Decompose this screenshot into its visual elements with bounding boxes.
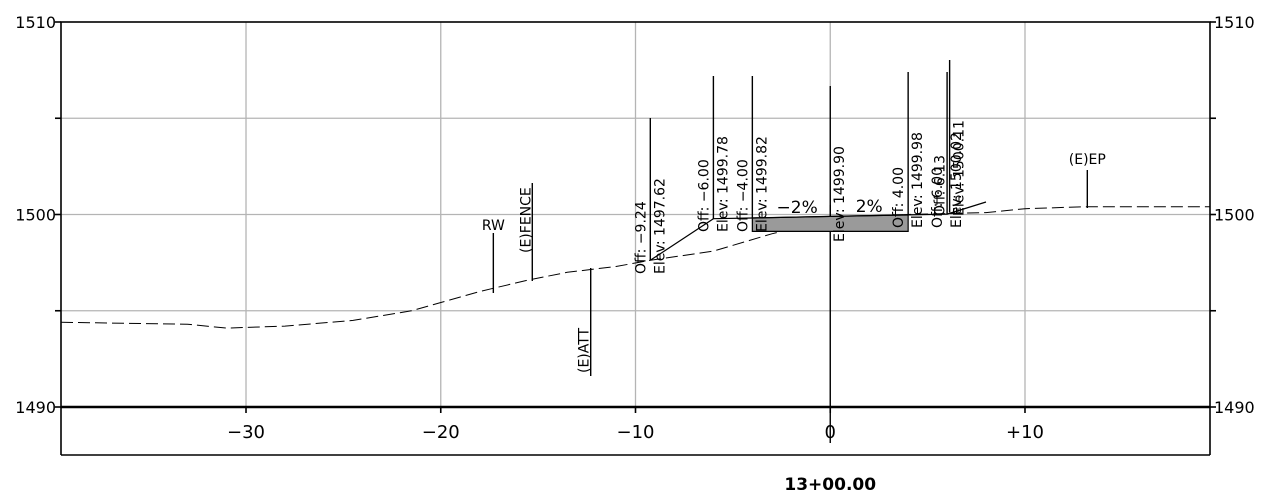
callout-elevation-text: Elev: 1500.11 xyxy=(952,120,968,216)
callout-elevation-text: Elev: 1499.78 xyxy=(715,136,731,232)
callout-elevation-text: Elev: 1499.90 xyxy=(832,146,848,242)
offset-label: 0 xyxy=(825,422,836,443)
callouts: Off: −9.24 Elev: 1497.62 Off: −6.00 Elev: 1… xyxy=(633,60,968,274)
callout-elevation-text: Elev: 1499.82 xyxy=(754,136,770,232)
offset-label: −10 xyxy=(617,422,655,443)
ep-label: (E)EP xyxy=(1069,152,1106,168)
elevation-label-right: 1500 xyxy=(1214,206,1255,225)
callout-offset-text: Off: −4.00 xyxy=(735,159,751,232)
callout-offset-text: Off: 4.00 xyxy=(891,167,907,228)
existing-ground xyxy=(60,206,1210,329)
frame xyxy=(55,21,1216,456)
elevation-label-right: 1490 xyxy=(1214,398,1255,417)
att-label: (E)ATT xyxy=(577,327,593,373)
rw-label: RW xyxy=(482,218,505,234)
elevation-label-left: 1490 xyxy=(15,398,56,417)
offset-label: +10 xyxy=(1006,422,1044,443)
grid xyxy=(61,22,1210,407)
axis-labels: 1490 1490 1500 1500 1510 1510 −30 −20 −10 0 +10 13+… xyxy=(15,13,1254,495)
callout-elevation-text: Elev: 1497.62 xyxy=(652,178,668,274)
callout-offset-text: Off: −6.00 xyxy=(696,159,712,232)
fence-label: (E)FENCE xyxy=(518,187,534,253)
elevation-label-left: 1510 xyxy=(15,13,56,32)
existing-ground-line xyxy=(60,206,1210,329)
offset-label: −30 xyxy=(227,422,265,443)
callout-offset-text: Off: −9.24 xyxy=(633,201,649,274)
station-label: 13+00.00 xyxy=(784,475,876,495)
slope-right-label: 2% xyxy=(856,197,883,217)
slope-left-label: −2% xyxy=(777,198,818,218)
elevation-label-left: 1500 xyxy=(15,206,56,225)
callout-offset-text: Off: 6.00 xyxy=(930,167,946,228)
callout-elevation-text: Elev: 1499.98 xyxy=(910,132,926,228)
offset-label: −20 xyxy=(422,422,460,443)
callout-elevation-text: Elev: 1500.02 xyxy=(949,132,965,228)
callout-offset-text: Off: 6.13 xyxy=(933,155,949,216)
elevation-label-right: 1510 xyxy=(1214,13,1255,32)
